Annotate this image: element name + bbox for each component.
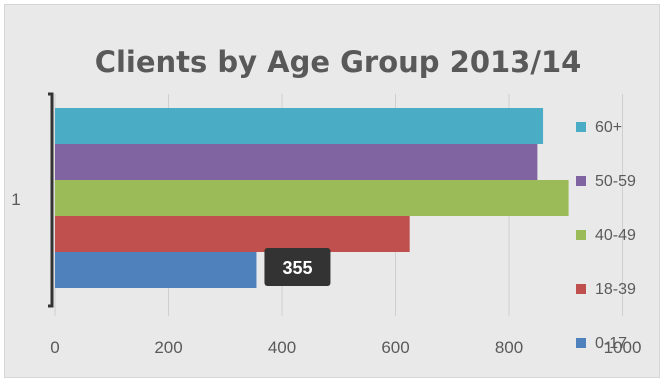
legend-label-0-17: 0-17: [595, 335, 627, 352]
bar-40-49: [55, 180, 569, 216]
legend-label-60+: 60+: [595, 119, 622, 136]
x-tick-label: 0: [50, 338, 59, 357]
bar-50-59: [55, 144, 538, 180]
value-axis-ticks: 0 200 400 600 800 1000: [50, 338, 641, 357]
x-tick-label: 800: [495, 338, 523, 357]
legend-swatch-60+: [576, 122, 586, 132]
legend-label-40-49: 40-49: [595, 227, 636, 244]
chart-title: Clients by Age Group 2013/14: [95, 45, 582, 79]
bar-18-39: [55, 216, 410, 252]
category-axis: 1: [11, 92, 54, 308]
category-axis-bracket: [48, 92, 54, 308]
legend-swatch-0-17: [576, 338, 586, 348]
bar-0-17: [55, 252, 257, 288]
x-tick-label: 600: [381, 338, 409, 357]
x-tick-label: 1000: [604, 338, 642, 357]
legend-swatch-50-59: [576, 176, 586, 186]
bar-60+: [55, 108, 544, 144]
data-labels: 355: [264, 248, 331, 286]
legend-swatch-18-39: [576, 284, 586, 294]
x-tick-label: 400: [268, 338, 296, 357]
category-label: 1: [11, 190, 20, 209]
legend: 60+ 50-59 40-49 18-39 0-17: [576, 119, 636, 352]
x-tick-label: 200: [154, 338, 182, 357]
legend-label-18-39: 18-39: [595, 281, 636, 298]
data-label: 355: [282, 258, 312, 278]
data-label-box: [264, 248, 331, 286]
bars-group: [55, 108, 569, 288]
legend-label-50-59: 50-59: [595, 173, 636, 190]
legend-swatch-40-49: [576, 230, 586, 240]
